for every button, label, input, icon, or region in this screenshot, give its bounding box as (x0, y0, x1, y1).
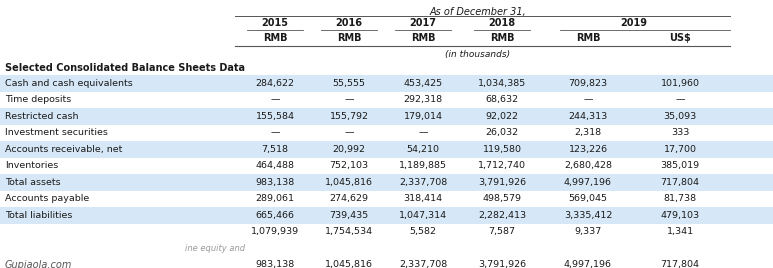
Text: 464,488: 464,488 (256, 161, 295, 170)
Text: Accounts payable: Accounts payable (5, 194, 89, 203)
Text: 1,189,885: 1,189,885 (399, 161, 447, 170)
Text: —: — (271, 95, 280, 105)
Text: 2018: 2018 (489, 18, 516, 28)
Text: (in thousands): (in thousands) (445, 50, 510, 59)
Text: Gupiaola.com: Gupiaola.com (5, 260, 73, 268)
Text: 54,210: 54,210 (407, 145, 440, 154)
Text: 1,045,816: 1,045,816 (325, 178, 373, 187)
Text: 55,555: 55,555 (332, 79, 366, 88)
Text: —: — (676, 95, 685, 105)
Bar (0, 141, 773, 158)
Text: 1,754,534: 1,754,534 (325, 228, 373, 236)
Text: 119,580: 119,580 (482, 145, 522, 154)
Text: RMB: RMB (263, 33, 288, 43)
Text: —: — (584, 95, 593, 105)
Text: 1,712,740: 1,712,740 (478, 161, 526, 170)
Text: Restricted cash: Restricted cash (5, 112, 79, 121)
Bar (0, 174, 773, 191)
Text: 453,425: 453,425 (404, 79, 443, 88)
Text: 155,792: 155,792 (329, 112, 369, 121)
Text: 333: 333 (671, 128, 690, 137)
Text: 274,629: 274,629 (329, 194, 369, 203)
Text: 318,414: 318,414 (404, 194, 443, 203)
Text: 17,700: 17,700 (663, 145, 696, 154)
Text: Inventories: Inventories (5, 161, 58, 170)
Text: 2,680,428: 2,680,428 (564, 161, 612, 170)
Text: 479,103: 479,103 (660, 211, 700, 220)
Text: Total assets: Total assets (5, 178, 60, 187)
Text: 2017: 2017 (410, 18, 437, 28)
Text: 1,045,816: 1,045,816 (325, 260, 373, 268)
Text: 26,032: 26,032 (485, 128, 519, 137)
Bar (0, 207, 773, 224)
Text: —: — (344, 95, 354, 105)
Text: RMB: RMB (576, 33, 601, 43)
Text: 569,045: 569,045 (568, 194, 608, 203)
Text: 3,791,926: 3,791,926 (478, 260, 526, 268)
Text: 2,282,413: 2,282,413 (478, 211, 526, 220)
Text: 709,823: 709,823 (568, 79, 608, 88)
Text: 7,587: 7,587 (489, 228, 516, 236)
Text: RMB: RMB (410, 33, 435, 43)
Text: 2,337,708: 2,337,708 (399, 178, 447, 187)
Text: Time deposits: Time deposits (5, 95, 71, 105)
Text: 35,093: 35,093 (663, 112, 696, 121)
Text: 2,318: 2,318 (574, 128, 601, 137)
Text: 68,632: 68,632 (485, 95, 519, 105)
Text: —: — (418, 128, 427, 137)
Text: 5,582: 5,582 (410, 228, 437, 236)
Text: Total liabilities: Total liabilities (5, 211, 73, 220)
Text: 101,960: 101,960 (660, 79, 700, 88)
Text: 2,337,708: 2,337,708 (399, 260, 447, 268)
Text: 752,103: 752,103 (329, 161, 369, 170)
Text: 123,226: 123,226 (568, 145, 608, 154)
Text: 155,584: 155,584 (256, 112, 295, 121)
Text: 3,335,412: 3,335,412 (564, 211, 612, 220)
Text: —: — (271, 128, 280, 137)
Text: 4,997,196: 4,997,196 (564, 178, 612, 187)
Text: 385,019: 385,019 (660, 161, 700, 170)
Text: 3,791,926: 3,791,926 (478, 178, 526, 187)
Text: 289,061: 289,061 (256, 194, 295, 203)
Text: Cash and cash equivalents: Cash and cash equivalents (5, 79, 133, 88)
Text: 2019: 2019 (621, 18, 648, 28)
Bar (0, 75, 773, 91)
Text: 717,804: 717,804 (660, 178, 700, 187)
Text: RMB: RMB (490, 33, 514, 43)
Text: 983,138: 983,138 (255, 178, 295, 187)
Text: 92,022: 92,022 (485, 112, 519, 121)
Text: 284,622: 284,622 (256, 79, 295, 88)
Text: 292,318: 292,318 (404, 95, 443, 105)
Text: —: — (344, 128, 354, 137)
Text: 244,313: 244,313 (568, 112, 608, 121)
Text: 179,014: 179,014 (404, 112, 442, 121)
Text: 983,138: 983,138 (255, 260, 295, 268)
Text: 1,079,939: 1,079,939 (251, 228, 299, 236)
Text: 81,738: 81,738 (663, 194, 696, 203)
Text: 1,341: 1,341 (666, 228, 693, 236)
Text: 665,466: 665,466 (256, 211, 295, 220)
Text: ine equity and: ine equity and (185, 244, 245, 253)
Text: Accounts receivable, net: Accounts receivable, net (5, 145, 122, 154)
Text: As of December 31,: As of December 31, (429, 7, 526, 17)
Text: 2016: 2016 (335, 18, 363, 28)
Text: 20,992: 20,992 (332, 145, 366, 154)
Text: RMB: RMB (337, 33, 361, 43)
Text: 4,997,196: 4,997,196 (564, 260, 612, 268)
Text: 2015: 2015 (261, 18, 288, 28)
Text: 717,804: 717,804 (660, 260, 700, 268)
Text: 7,518: 7,518 (261, 145, 288, 154)
Bar (0, 108, 773, 125)
Text: 1,034,385: 1,034,385 (478, 79, 526, 88)
Text: US$: US$ (669, 33, 691, 43)
Text: 498,579: 498,579 (482, 194, 522, 203)
Text: Investment securities: Investment securities (5, 128, 108, 137)
Text: 739,435: 739,435 (329, 211, 369, 220)
Text: Selected Consolidated Balance Sheets Data: Selected Consolidated Balance Sheets Dat… (5, 63, 245, 73)
Text: 1,047,314: 1,047,314 (399, 211, 447, 220)
Text: 9,337: 9,337 (574, 228, 601, 236)
